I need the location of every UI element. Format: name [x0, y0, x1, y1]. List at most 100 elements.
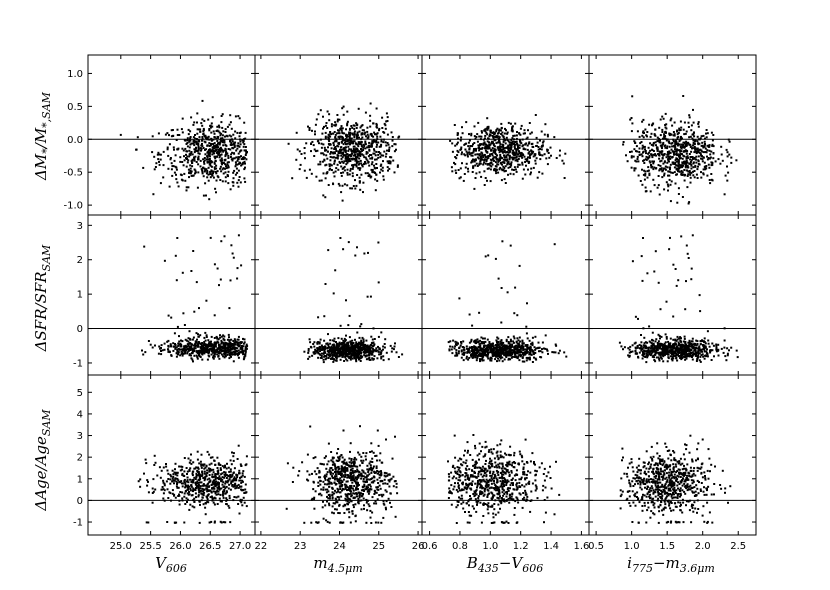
data-point — [693, 176, 696, 179]
data-point — [361, 341, 364, 344]
data-point — [364, 140, 367, 143]
data-point — [314, 352, 317, 355]
data-point — [349, 153, 352, 156]
data-point — [333, 151, 336, 154]
data-point — [547, 352, 549, 355]
data-point — [347, 344, 350, 347]
data-point — [363, 133, 366, 136]
data-point — [196, 132, 199, 135]
data-point — [526, 144, 529, 147]
data-point — [232, 181, 235, 184]
data-point — [674, 182, 677, 185]
data-point — [513, 145, 516, 148]
data-point — [330, 125, 333, 128]
data-point — [351, 348, 354, 351]
data-point — [389, 162, 392, 165]
data-point — [460, 341, 462, 343]
data-point — [345, 352, 348, 355]
data-point — [230, 127, 233, 130]
data-point — [334, 146, 337, 148]
data-point — [348, 351, 350, 354]
data-point — [474, 349, 477, 351]
data-point — [508, 151, 511, 154]
data-point — [219, 336, 222, 339]
data-point — [188, 353, 191, 356]
data-point — [190, 174, 193, 177]
data-point — [210, 169, 213, 172]
data-point — [180, 344, 183, 346]
data-point — [238, 145, 241, 148]
data-point — [344, 154, 346, 157]
data-point — [362, 191, 364, 194]
data-point — [460, 136, 463, 139]
data-point — [489, 349, 492, 352]
data-point — [196, 338, 198, 341]
data-point — [198, 140, 200, 142]
data-point — [494, 161, 497, 164]
data-point — [636, 130, 639, 133]
data-point — [460, 146, 463, 149]
data-point — [243, 121, 246, 124]
data-point — [368, 358, 371, 361]
data-point — [324, 149, 326, 152]
data-point — [213, 136, 216, 139]
data-point — [509, 358, 512, 361]
data-point — [497, 171, 500, 174]
data-point — [180, 128, 183, 131]
data-point — [335, 356, 337, 359]
data-point — [379, 135, 382, 138]
data-point — [220, 348, 223, 351]
data-point — [472, 150, 475, 153]
data-point — [338, 135, 341, 138]
y-tick-label: 0.0 — [67, 135, 83, 146]
data-point — [223, 343, 226, 346]
data-point — [205, 168, 208, 171]
data-point — [659, 118, 662, 121]
data-point — [674, 143, 677, 146]
data-point — [462, 179, 465, 182]
data-point — [208, 151, 211, 154]
data-point — [504, 182, 507, 184]
data-point — [328, 119, 331, 122]
data-point — [229, 346, 231, 349]
y-tick-label: -0.5 — [63, 168, 83, 179]
data-point — [351, 133, 354, 136]
data-point — [221, 126, 224, 129]
data-point — [664, 146, 667, 149]
data-point — [172, 134, 175, 137]
data-point — [516, 160, 519, 163]
data-point — [347, 149, 350, 152]
data-point — [224, 167, 226, 170]
data-point — [522, 342, 525, 345]
data-point — [453, 124, 456, 126]
data-point — [499, 129, 502, 132]
data-point — [484, 350, 487, 353]
data-point — [219, 334, 221, 337]
data-point — [180, 178, 183, 181]
data-point — [221, 113, 224, 116]
data-point — [194, 171, 197, 174]
data-point — [509, 172, 512, 175]
data-point — [220, 342, 223, 345]
data-point — [644, 148, 646, 151]
data-point — [179, 173, 182, 176]
data-point — [531, 336, 534, 339]
data-point — [214, 144, 217, 147]
data-point — [217, 146, 220, 149]
data-point — [683, 162, 686, 165]
data-point — [231, 159, 234, 162]
data-point — [657, 153, 660, 156]
data-point — [192, 136, 195, 139]
data-point — [524, 161, 527, 163]
data-point — [222, 334, 225, 337]
data-point — [471, 356, 474, 359]
data-point — [205, 172, 208, 175]
data-point — [136, 136, 139, 139]
data-point — [653, 160, 655, 163]
data-point — [237, 338, 240, 341]
data-point — [232, 360, 235, 363]
data-point — [366, 126, 369, 129]
data-point — [212, 147, 215, 150]
data-point — [216, 129, 219, 132]
data-point — [202, 346, 205, 349]
